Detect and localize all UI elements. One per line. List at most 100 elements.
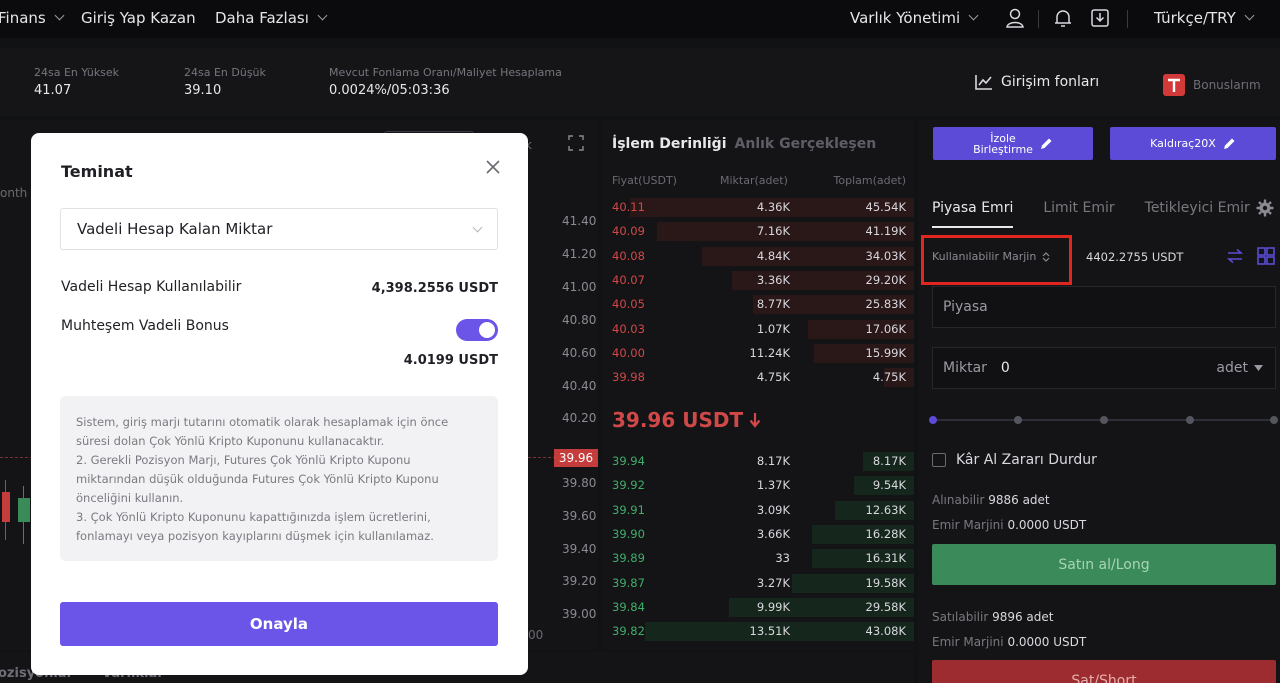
nav-login-earn[interactable]: Giriş Yap Kazan	[81, 9, 196, 27]
chevron-down-icon	[1244, 10, 1255, 21]
available-margin-value: 4402.2755 USDT	[1086, 250, 1184, 264]
depth-bar	[629, 198, 914, 217]
bid-row[interactable]: 39.91 3.09K 12.63K	[602, 500, 914, 520]
ask-row[interactable]: 39.98 4.75K 4.75K	[602, 368, 914, 388]
row-quantity: 3.36K	[756, 272, 790, 287]
bid-row[interactable]: 39.90 3.66K 16.28K	[602, 524, 914, 544]
row-quantity: 3.66K	[756, 526, 790, 541]
slider-handle[interactable]	[929, 416, 937, 424]
tab-recent-trades[interactable]: Anlık Gerçekleşen	[734, 136, 877, 152]
toggle-knob	[479, 322, 495, 338]
bid-row[interactable]: 39.87 3.27K 19.58K	[602, 573, 914, 593]
tab-market-order[interactable]: Piyasa Emri	[932, 200, 1014, 228]
ask-row[interactable]: 40.00 11.24K 15.99K	[602, 343, 914, 363]
ask-row[interactable]: 40.09 7.16K 41.19K	[602, 222, 914, 242]
bid-row[interactable]: 39.94 8.17K 8.17K	[602, 452, 914, 471]
ask-row[interactable]: 40.03 1.07K 17.06K	[602, 319, 914, 339]
slider-step	[1270, 416, 1278, 424]
close-icon[interactable]	[484, 158, 502, 176]
depth-bar	[656, 222, 914, 242]
top-navigation: Finans Giriş Yap Kazan Daha Fazlası Varl…	[0, 0, 1280, 38]
amount-field[interactable]: Miktar 0 adet	[932, 347, 1276, 389]
fullscreen-icon[interactable]	[568, 135, 584, 151]
candle-wick	[5, 480, 6, 540]
row-quantity: 33	[775, 551, 790, 566]
tp-sl-checkbox-row[interactable]: Kâr Al Zararı Durdur	[932, 452, 1097, 468]
row-total: 25.83K	[865, 297, 906, 312]
language-selector[interactable]: Türkçe/TRY	[1154, 9, 1255, 27]
ask-row[interactable]: 40.08 4.84K 34.03K	[602, 246, 914, 266]
nav-more[interactable]: Daha Fazlası	[215, 9, 328, 27]
confirm-button[interactable]: Onayla	[60, 602, 498, 646]
current-price-tag: 39.96	[554, 449, 598, 467]
row-total: 29.58K	[865, 599, 906, 614]
candle	[18, 498, 30, 522]
tab-limit-order[interactable]: Limit Emir	[1043, 200, 1115, 216]
row-quantity: 1.37K	[756, 478, 790, 493]
row-total: 16.28K	[865, 526, 906, 541]
info-notice: Sistem, giriş marjı tutarını otomatik ol…	[60, 396, 498, 561]
leverage-button[interactable]: Kaldıraç20X	[1110, 127, 1276, 160]
notice-line: süresi dolan Çok Yönlü Kripto Kuponunu k…	[76, 434, 385, 448]
row-quantity: 8.77K	[756, 297, 790, 312]
chevron-down-icon	[54, 10, 65, 21]
chart-time-label: 00	[528, 628, 544, 642]
stat-funding-rate[interactable]: Mevcut Fonlama Oranı/Maliyet Hesaplama 0…	[329, 66, 562, 98]
download-icon[interactable]	[1089, 7, 1111, 29]
depth-bar	[701, 246, 914, 266]
row-total: 29.20K	[865, 272, 906, 287]
depth-bar	[645, 622, 914, 642]
ask-row[interactable]: 40.07 3.36K 29.20K	[602, 270, 914, 290]
bonuses-label: Bonuslarım	[1193, 78, 1261, 92]
order-book: İşlem Derinliği Anlık Gerçekleşen Fiyat(…	[602, 120, 914, 650]
chevron-down-icon	[317, 10, 328, 21]
stat-value: 41.07	[34, 83, 72, 98]
notice-line: fonlamayı veya pozisyon kayıplarını düşm…	[76, 529, 434, 543]
axis-tick: 39.60	[562, 509, 597, 523]
buy-long-button[interactable]: Satın al/Long	[932, 544, 1276, 585]
ask-row[interactable]: 40.05 8.77K 25.83K	[602, 295, 914, 315]
bid-row[interactable]: 39.89 33 16.31K	[602, 549, 914, 569]
bonuses-link[interactable]: Bonuslarım	[1163, 74, 1261, 96]
sell-short-button[interactable]: Sat/Short	[932, 660, 1276, 683]
tab-trigger-order[interactable]: Tetikleyici Emir	[1144, 200, 1250, 216]
nav-asset-management[interactable]: Varlık Yönetimi	[850, 9, 979, 27]
bid-row[interactable]: 39.92 1.37K 9.54K	[602, 476, 914, 496]
row-price: 40.11	[612, 200, 645, 214]
collateral-source-select[interactable]: Vadeli Hesap Kalan Miktar	[60, 208, 498, 250]
row-price: 40.07	[612, 272, 645, 287]
bid-row[interactable]: 39.84 9.99K 29.58K	[602, 597, 914, 617]
row-quantity: 4.36K	[756, 200, 790, 214]
row-total: 16.31K	[865, 551, 906, 566]
venture-funds-label: Girişim fonları	[1001, 74, 1100, 90]
amount-slider[interactable]	[929, 416, 1278, 424]
row-quantity: 13.51K	[749, 624, 790, 639]
gear-icon[interactable]	[1256, 199, 1274, 217]
nav-finance[interactable]: Finans	[0, 9, 65, 27]
tp-sl-checkbox[interactable]	[932, 453, 946, 467]
user-icon[interactable]	[1004, 7, 1026, 29]
depth-bar	[731, 270, 914, 290]
depth-bar	[791, 573, 914, 593]
depth-bar	[835, 500, 914, 520]
margin-mode-button[interactable]: İzole Birleştirme	[933, 127, 1093, 160]
calculator-icon[interactable]	[1257, 247, 1275, 265]
stat-value: 39.10	[184, 83, 222, 98]
bonus-toggle[interactable]	[456, 319, 498, 341]
tab-order-depth[interactable]: İşlem Derinliği	[612, 136, 727, 152]
bid-row[interactable]: 39.82 13.51K 43.08K	[602, 622, 914, 642]
row-total: 4.75K	[872, 370, 906, 385]
market-price-field[interactable]: Piyasa	[932, 286, 1276, 328]
bell-icon[interactable]	[1052, 7, 1074, 29]
available-margin-selector[interactable]: Kullanılabilir Marjin	[932, 250, 1050, 263]
ask-row[interactable]: 40.11 4.36K 45.54K	[602, 198, 914, 217]
axis-tick: 40.40	[562, 379, 597, 393]
nav-login-earn-label: Giriş Yap Kazan	[81, 9, 196, 27]
notice-line: miktarından düşük olduğunda Futures Çok …	[76, 472, 439, 486]
venture-funds-link[interactable]: Girişim fonları	[975, 74, 1099, 90]
buy-margin-row: Emir Marjini 0.0000 USDT	[932, 518, 1086, 532]
amount-unit-selector[interactable]: adet	[1216, 360, 1263, 376]
bonus-value: 4.0199 USDT	[403, 353, 498, 368]
column-header-total: Toplam(adet)	[833, 174, 906, 187]
transfer-icon[interactable]	[1226, 248, 1244, 264]
